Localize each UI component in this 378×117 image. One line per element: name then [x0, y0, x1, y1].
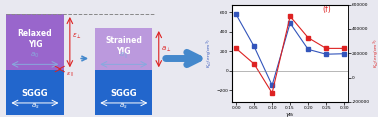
Text: $a_0$: $a_0$ [30, 50, 39, 60]
X-axis label: $\gamma_{Bi}$: $\gamma_{Bi}$ [285, 111, 295, 117]
Text: Relaxed
YIG: Relaxed YIG [18, 29, 52, 49]
Text: $a_s$: $a_s$ [119, 102, 128, 111]
Bar [95, 70, 152, 115]
Y-axis label: $K_{u1}$(erg/cm$^3$): $K_{u1}$(erg/cm$^3$) [205, 39, 215, 68]
Text: $a_\perp$: $a_\perp$ [161, 45, 171, 54]
Text: $\varepsilon_\parallel$: $\varepsilon_\parallel$ [66, 71, 73, 80]
Text: $\varepsilon_\perp$: $\varepsilon_\perp$ [72, 32, 82, 41]
Text: Strained
YIG: Strained YIG [105, 36, 142, 56]
Bar [6, 14, 64, 70]
Text: $a_\parallel$: $a_\parallel$ [119, 50, 128, 60]
Text: $a_s$: $a_s$ [31, 102, 39, 111]
Text: SGGG: SGGG [110, 89, 137, 98]
Bar [6, 70, 64, 115]
Text: SGGG: SGGG [22, 89, 48, 98]
Bar [95, 28, 152, 70]
Text: (f): (f) [322, 5, 331, 14]
Y-axis label: $K_{u2}$(erg/cm$^3$): $K_{u2}$(erg/cm$^3$) [372, 39, 378, 68]
